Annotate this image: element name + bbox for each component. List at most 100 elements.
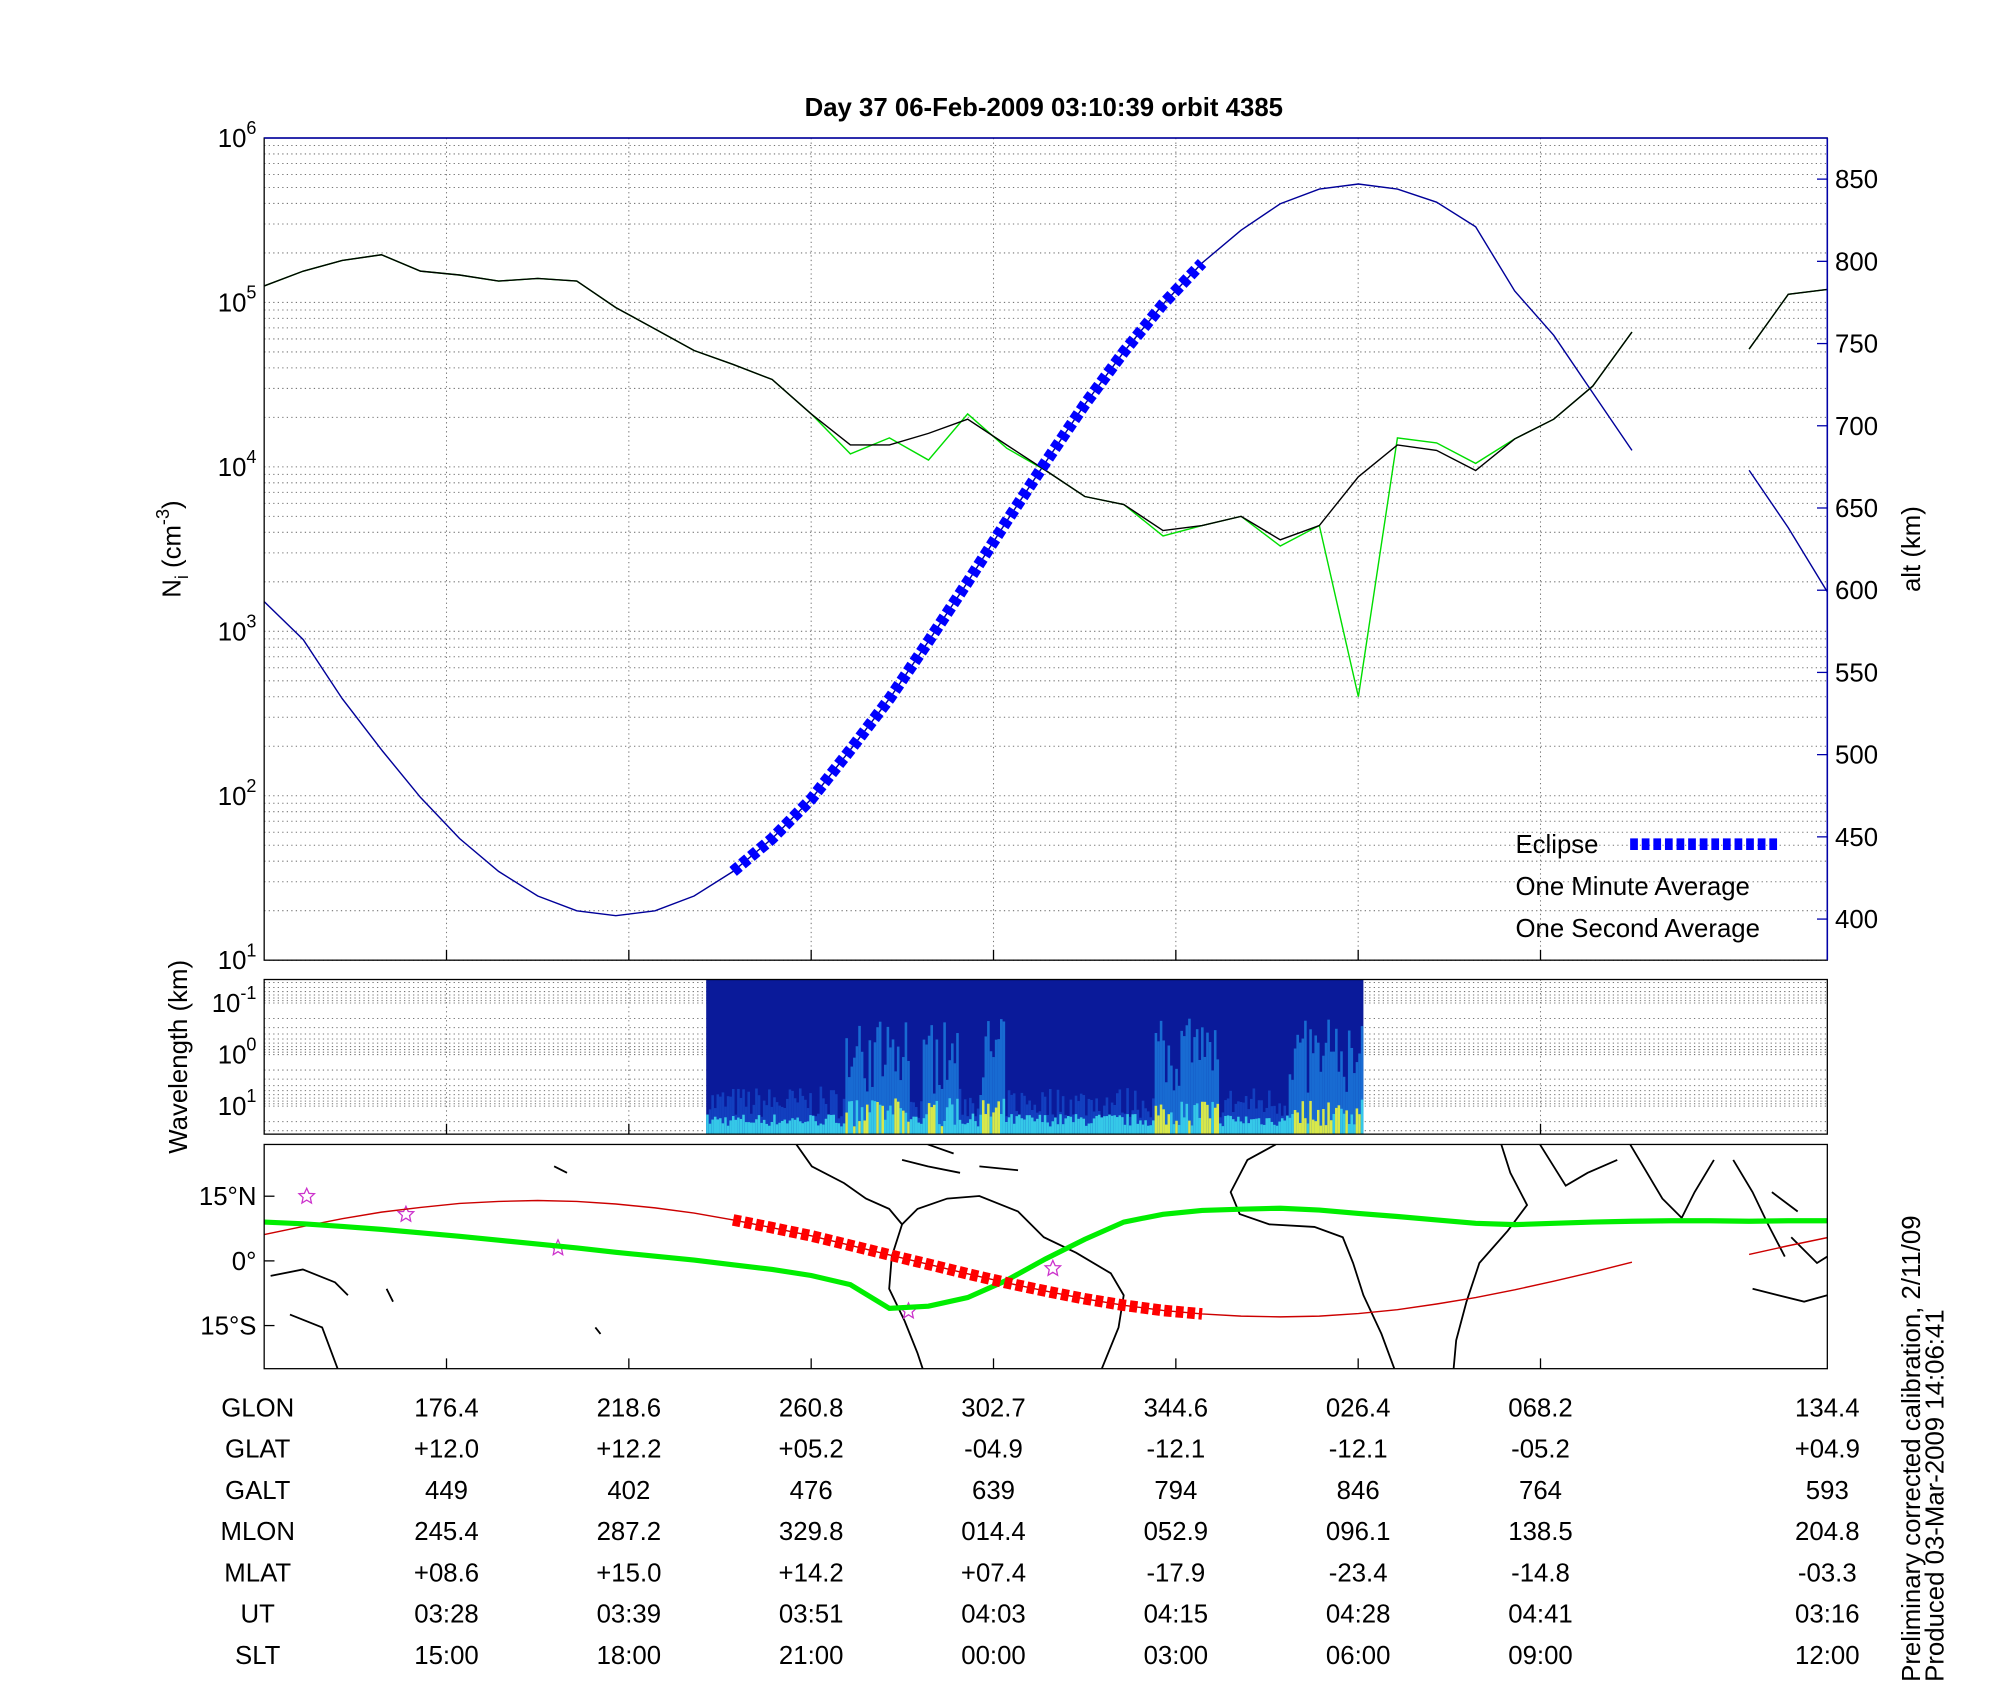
spectrogram-column bbox=[984, 1114, 988, 1135]
spectrogram-column bbox=[1121, 1117, 1124, 1135]
spectrogram-column bbox=[837, 1123, 841, 1135]
table-row-label: GLAT bbox=[225, 1436, 291, 1464]
spectrogram-column bbox=[721, 1092, 725, 1135]
spectrogram-column bbox=[724, 1117, 727, 1135]
spectrogram-column bbox=[1283, 1105, 1287, 1135]
spectrogram-column bbox=[778, 1122, 781, 1135]
spectrogram-column bbox=[945, 1107, 949, 1135]
spectrogram-column bbox=[1242, 1102, 1245, 1135]
footnote: Produced 03-Mar-2009 14:06:41 bbox=[1921, 1309, 1949, 1681]
table-cell: 04:03 bbox=[961, 1601, 1025, 1629]
coastline bbox=[888, 1224, 924, 1369]
tick-exponent: 2 bbox=[246, 776, 256, 796]
spectrogram-column bbox=[855, 1100, 859, 1135]
spectrogram-column bbox=[1033, 1121, 1037, 1135]
spectrogram-column bbox=[855, 1046, 859, 1135]
spectrogram-column bbox=[1301, 1038, 1305, 1135]
spectrogram-column bbox=[1353, 1124, 1356, 1135]
spectrogram-column bbox=[948, 1060, 952, 1135]
spectrogram-column bbox=[917, 1122, 921, 1135]
spectrogram-column bbox=[1268, 1118, 1271, 1135]
spectrogram-column bbox=[1358, 1114, 1361, 1135]
spectrogram-column bbox=[853, 1057, 856, 1135]
spectrogram-column bbox=[786, 1123, 789, 1135]
table-cell: +05.2 bbox=[779, 1436, 844, 1464]
spectrogram-column bbox=[1144, 1120, 1147, 1135]
spectrogram-column bbox=[1097, 1114, 1101, 1135]
spectrogram-column bbox=[1219, 1123, 1222, 1135]
spectrogram-column bbox=[1134, 1090, 1137, 1135]
table-cell: +14.2 bbox=[779, 1559, 844, 1587]
spectrogram-column bbox=[713, 1116, 717, 1135]
spectrogram-column bbox=[981, 1100, 985, 1135]
spectrogram-column bbox=[1162, 1040, 1165, 1135]
spectrogram-column bbox=[961, 1123, 964, 1135]
spectrogram-column bbox=[997, 1101, 1000, 1135]
y-tick-label: 100 bbox=[218, 1035, 257, 1070]
spectrogram-column bbox=[1244, 1096, 1248, 1135]
spectrogram-column bbox=[801, 1095, 805, 1135]
y2-tick-label: 800 bbox=[1835, 248, 1878, 276]
spectrogram-column bbox=[1221, 1112, 1225, 1135]
spectrogram-column bbox=[737, 1088, 740, 1135]
chart-title: Day 37 06-Feb-2009 03:10:39 orbit 4385 bbox=[805, 94, 1283, 122]
tick-base: 10 bbox=[212, 990, 241, 1018]
coastline bbox=[1732, 1159, 1828, 1303]
spectrogram-column bbox=[1203, 1056, 1207, 1135]
spectrogram-column bbox=[1126, 1114, 1129, 1135]
spectrogram-column bbox=[1190, 1062, 1194, 1135]
spectrogram-column bbox=[1332, 1051, 1336, 1135]
spectrogram-column bbox=[775, 1124, 779, 1135]
spectrogram-column bbox=[997, 1039, 1000, 1135]
spectrogram-column bbox=[1012, 1123, 1016, 1135]
spectrogram-column bbox=[1172, 1124, 1176, 1135]
footnote: Preliminary corrected calibration, 2/11/… bbox=[1898, 1215, 1926, 1681]
spectrogram-column bbox=[1085, 1115, 1088, 1135]
spectrogram-column bbox=[1340, 1051, 1343, 1135]
spectrogram-column bbox=[1250, 1119, 1253, 1135]
table-cell: -03.3 bbox=[1798, 1559, 1857, 1587]
spectrogram-column bbox=[1291, 1079, 1294, 1135]
spectrogram-column bbox=[935, 1100, 939, 1135]
table-cell: 014.4 bbox=[961, 1518, 1025, 1546]
y2-tick-label: 750 bbox=[1835, 331, 1878, 359]
spectrogram-column bbox=[1085, 1125, 1088, 1135]
spectrogram-column bbox=[925, 1044, 928, 1135]
spectrogram-column bbox=[1304, 1118, 1307, 1135]
spectrogram-column bbox=[1152, 1098, 1155, 1135]
spectrogram-column bbox=[1234, 1121, 1238, 1135]
spectrogram-column bbox=[1198, 1059, 1202, 1135]
spectrogram-column bbox=[1255, 1118, 1258, 1135]
spectrogram-column bbox=[1195, 1029, 1199, 1135]
spectrogram-column bbox=[1319, 1071, 1323, 1135]
table-cell: 329.8 bbox=[779, 1518, 843, 1546]
spectrogram-column bbox=[956, 1098, 959, 1135]
spectrogram-column bbox=[755, 1088, 758, 1135]
spectrogram-column bbox=[1015, 1116, 1019, 1135]
table-cell: 068.2 bbox=[1508, 1394, 1572, 1422]
spectrogram-column bbox=[953, 1124, 957, 1135]
spectrogram-column bbox=[752, 1122, 756, 1135]
tick-exponent: 6 bbox=[246, 118, 256, 138]
spectrogram-column bbox=[979, 1095, 982, 1135]
table-cell: -12.1 bbox=[1146, 1436, 1205, 1464]
spectrogram-column bbox=[1190, 1125, 1194, 1135]
table-row-label: MLON bbox=[221, 1518, 295, 1546]
table-cell: -04.9 bbox=[964, 1436, 1023, 1464]
table-cell: 03:51 bbox=[779, 1601, 843, 1629]
spectrogram-column bbox=[1010, 1114, 1013, 1135]
spectrogram-column bbox=[835, 1094, 838, 1135]
spectrogram-column bbox=[1061, 1096, 1065, 1135]
table-cell: 04:41 bbox=[1508, 1601, 1572, 1629]
spectrogram-column bbox=[976, 1126, 980, 1135]
spectrogram-column bbox=[796, 1117, 799, 1135]
spectrogram-column bbox=[1355, 1108, 1359, 1135]
spectrogram-column bbox=[1247, 1123, 1250, 1135]
spectrogram-column bbox=[1012, 1093, 1016, 1135]
spectrogram-column bbox=[963, 1124, 967, 1135]
spectrogram-column bbox=[1082, 1118, 1086, 1135]
spectrogram-column bbox=[1123, 1113, 1127, 1135]
coastline bbox=[795, 1144, 1125, 1369]
table-cell: 764 bbox=[1519, 1477, 1562, 1505]
spectrogram-column bbox=[1286, 1115, 1289, 1135]
